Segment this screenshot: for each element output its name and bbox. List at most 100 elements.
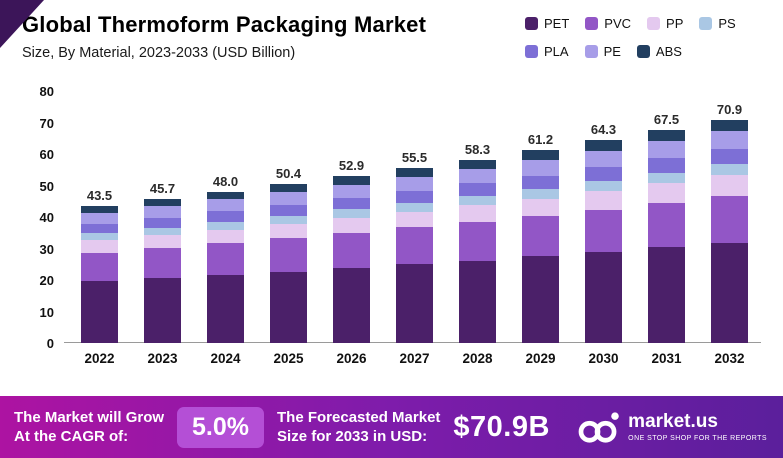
- x-axis-label: 2029: [525, 350, 556, 366]
- bar-column-2030: 64.3 2030: [572, 71, 635, 373]
- bar-segment-pe: [207, 199, 244, 212]
- bar-column-2032: 70.9 2032: [698, 71, 761, 373]
- bar-segment-abs: [711, 119, 748, 131]
- bar-segment-pvc: [333, 233, 370, 268]
- forecast-value: $70.9B: [453, 410, 550, 443]
- bar-total-label: 58.3: [464, 141, 491, 157]
- bar-total-label: 43.5: [86, 188, 113, 204]
- x-axis-label: 2023: [147, 350, 178, 366]
- legend-label: PS: [718, 16, 736, 31]
- brand-logo: market.us ONE STOP SHOP FOR THE REPORTS: [576, 410, 769, 444]
- bar-segment-pvc: [522, 215, 559, 257]
- title-block: Global Thermoform Packaging Market Size,…: [22, 12, 426, 61]
- bar-segment-pla: [207, 211, 244, 223]
- legend-item-pla: PLA: [525, 44, 569, 59]
- bar-segment-ps: [396, 203, 433, 212]
- bar-segment-pp: [81, 240, 118, 253]
- forecast-label-line1: The Forecasted Market: [277, 408, 441, 426]
- bar-segment-pla: [396, 190, 433, 204]
- y-tick-label: 40: [39, 210, 54, 225]
- page-title: Global Thermoform Packaging Market: [22, 12, 427, 37]
- cagr-label-line2: At the CAGR of:: [14, 428, 129, 445]
- legend-item-pe: PE: [584, 44, 621, 59]
- market-us-logo-icon: [578, 412, 619, 443]
- bar-segment-pp: [270, 223, 307, 239]
- page-subtitle: Size, By Material, 2023-2033 (USD Billio…: [22, 45, 296, 61]
- footer-banner: The Market will Grow At the CAGR of: 5.0…: [0, 396, 783, 458]
- legend-swatch: [525, 45, 538, 58]
- bar-segment-ps: [270, 216, 307, 224]
- bar-total-label: 50.4: [275, 166, 302, 182]
- bar-segment-pla: [711, 148, 748, 165]
- bar-total-label: 52.9: [338, 158, 365, 174]
- bar-column-2023: 45.7 2023: [131, 71, 194, 373]
- bar-segment-ps: [81, 233, 118, 241]
- bar-segment-ps: [333, 209, 370, 218]
- legend-swatch: [647, 17, 661, 30]
- chart-area: 0 10 20 30 40 50 60 70 80 43.5 2022 45.7 2023 48.0 20…: [18, 71, 765, 373]
- bar-stack: [648, 130, 685, 343]
- bar-segment-pe: [81, 213, 118, 225]
- cagr-value-badge: 5.0%: [177, 406, 265, 448]
- y-tick-label: 30: [39, 241, 54, 257]
- legend-item-pvc: PVC: [585, 16, 631, 31]
- bar-segment-pvc: [648, 202, 685, 248]
- brand-tagline: ONE STOP SHOP FOR THE REPORTS: [628, 434, 767, 442]
- x-axis-label: 2024: [210, 350, 241, 366]
- y-tick-label: 60: [39, 147, 54, 162]
- legend-swatch: [585, 17, 599, 30]
- bar-total-label: 55.5: [401, 150, 428, 166]
- cagr-label: The Market will Grow At the CAGR of:: [14, 408, 164, 447]
- x-axis-label: 2025: [273, 350, 304, 366]
- bar-segment-ps: [711, 164, 748, 176]
- bar-segment-pla: [270, 204, 307, 217]
- bar-segment-pla: [144, 217, 181, 228]
- legend-label: PVC: [604, 16, 632, 31]
- bar-stack: [270, 184, 307, 343]
- bar-segment-pet: [459, 260, 496, 343]
- bar-column-2024: 48.0 2024: [194, 71, 257, 373]
- bar-segment-pvc: [711, 195, 748, 243]
- legend-label: PLA: [544, 44, 569, 59]
- bar-stack: [585, 140, 622, 343]
- bar-segment-pp: [144, 235, 181, 248]
- brand-text-block: market.us ONE STOP SHOP FOR THE REPORTS: [628, 411, 767, 442]
- bar-segment-pp: [207, 229, 244, 244]
- bar-segment-pp: [522, 198, 559, 216]
- bar-segment-pla: [81, 224, 118, 234]
- bar-segment-pvc: [396, 227, 433, 265]
- bar-segment-pet: [711, 242, 748, 343]
- bar-segment-pp: [711, 175, 748, 196]
- bar-segment-pla: [522, 175, 559, 190]
- bar-segment-pvc: [81, 252, 118, 282]
- bar-segment-pe: [522, 160, 559, 176]
- bar-segment-pvc: [459, 222, 496, 261]
- legend-label: PE: [603, 44, 621, 59]
- corner-triangle-decoration: [0, 0, 44, 48]
- bar-segment-pet: [270, 271, 307, 343]
- x-axis-label: 2031: [651, 350, 682, 366]
- bar-segment-pe: [711, 130, 748, 149]
- bar-segment-abs: [459, 159, 496, 169]
- x-axis-label: 2026: [336, 350, 367, 366]
- x-axis-label: 2032: [714, 350, 745, 366]
- bar-segment-pet: [333, 268, 370, 343]
- x-axis-label: 2028: [462, 350, 493, 366]
- bar-segment-abs: [144, 199, 181, 207]
- bar-segment-pla: [333, 197, 370, 210]
- brand-name: market.us: [628, 411, 718, 433]
- bar-column-2025: 50.4 2025: [257, 71, 320, 373]
- legend-swatch: [636, 45, 650, 58]
- bar-segment-abs: [522, 150, 559, 161]
- bar-segment-pvc: [144, 247, 181, 279]
- bar-segment-pla: [585, 166, 622, 182]
- bar-stack: [396, 168, 433, 343]
- chart-header: Global Thermoform Packaging Market Size,…: [22, 12, 765, 61]
- bar-stack: [459, 159, 496, 343]
- bar-segment-ps: [207, 222, 244, 230]
- legend-item-pp: PP: [647, 16, 683, 31]
- legend-label: PET: [544, 16, 570, 31]
- bar-segment-ps: [522, 189, 559, 199]
- bar-total-label: 67.5: [653, 112, 680, 128]
